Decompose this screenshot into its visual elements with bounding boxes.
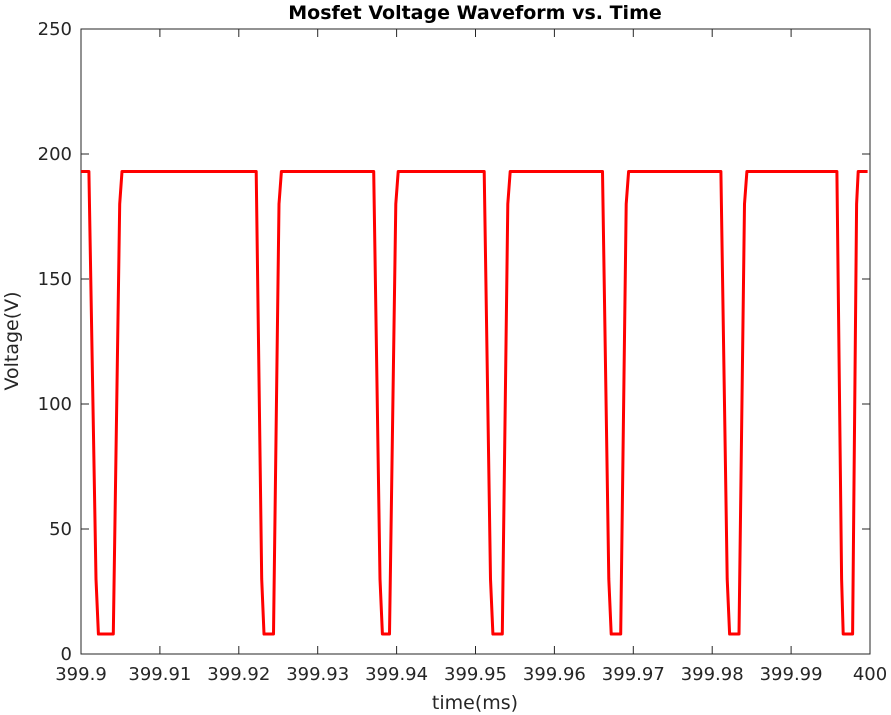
x-tick-label: 399.93: [286, 664, 349, 685]
y-tick-label: 100: [38, 394, 72, 415]
x-tick-label: 399.94: [365, 664, 428, 685]
x-tick-label: 399.98: [681, 664, 744, 685]
chart-title: Mosfet Voltage Waveform vs. Time: [288, 2, 662, 24]
x-tick-label: 399.92: [207, 664, 270, 685]
voltage-series-line: [81, 170, 868, 636]
y-tick-label: 0: [61, 644, 72, 665]
series-layer: [81, 170, 868, 636]
y-tick-label: 200: [38, 144, 72, 165]
x-axis-label: time(ms): [432, 692, 518, 714]
y-tick-label: 50: [49, 519, 72, 540]
x-tick-label: 399.91: [128, 664, 191, 685]
x-tick-label: 399.95: [444, 664, 507, 685]
x-tick-label: 399.99: [760, 664, 823, 685]
x-tick-label: 399.97: [602, 664, 665, 685]
x-tick-label: 400: [853, 664, 887, 685]
y-axis-label: Voltage(V): [1, 291, 23, 390]
y-axis: 0 50 100 150 200 250: [38, 19, 870, 665]
x-tick-label: 399.96: [523, 664, 586, 685]
y-tick-label: 150: [38, 269, 72, 290]
x-axis: 399.9 399.91 399.92 399.93 399.94 399.95 399.9…: [55, 29, 887, 685]
plot-frame: [80, 28, 871, 655]
x-tick-label: 399.9: [55, 664, 107, 685]
y-tick-label: 250: [38, 19, 72, 40]
